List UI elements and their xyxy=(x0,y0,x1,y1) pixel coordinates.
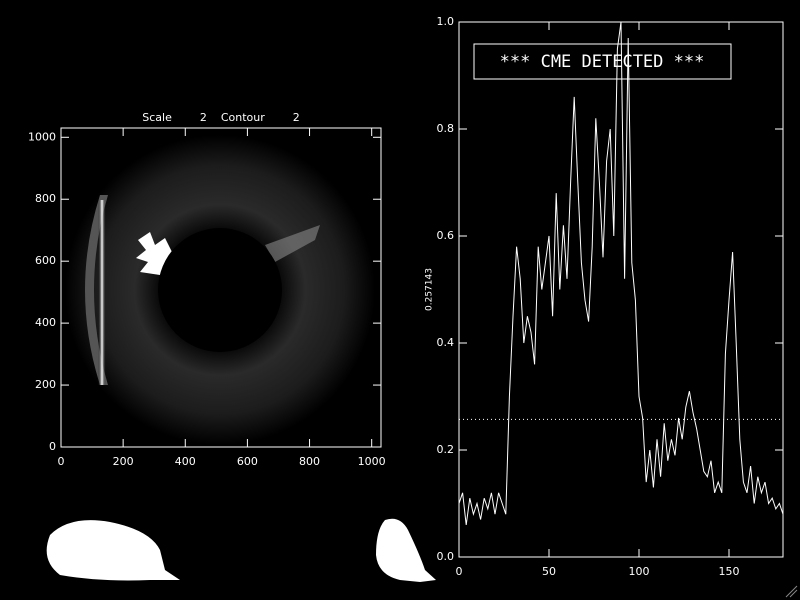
annotation: *** CME DETECTED *** xyxy=(500,52,705,72)
mask-blob xyxy=(376,518,436,582)
plot-frame xyxy=(60,127,382,448)
cme-streak xyxy=(98,200,106,385)
occulter xyxy=(158,228,282,352)
y-tick-label: 200 xyxy=(35,378,56,391)
y-tick-label: 0 xyxy=(49,440,56,453)
masks xyxy=(46,518,436,582)
annotation-box xyxy=(473,43,732,80)
data-line xyxy=(458,21,784,525)
x-tick-label: 200 xyxy=(113,455,134,468)
streamer xyxy=(265,225,320,262)
x-tick-label: 150 xyxy=(719,565,740,578)
cme-core xyxy=(136,232,172,275)
x-tick-label: 800 xyxy=(299,455,320,468)
mask-blob xyxy=(46,520,181,581)
y-tick-label: 0.4 xyxy=(437,336,455,349)
y-tick-label: 0.6 xyxy=(437,229,455,242)
resize-grip[interactable] xyxy=(785,585,798,598)
y-tick-label: 0.2 xyxy=(437,443,455,456)
y-tick-label: 600 xyxy=(35,254,56,267)
cme-front xyxy=(85,195,108,385)
x-tick-label: 400 xyxy=(175,455,196,468)
x-tick-label: 0 xyxy=(456,565,463,578)
y-tick-label: 400 xyxy=(35,316,56,329)
y-tick-label: 0.0 xyxy=(437,550,455,563)
x-tick-label: 1000 xyxy=(358,455,386,468)
x-tick-label: 0 xyxy=(58,455,65,468)
y-tick-label: 800 xyxy=(35,192,56,205)
x-tick-label: 100 xyxy=(629,565,650,578)
coronagraph-image xyxy=(65,135,375,445)
y-tick-label: 0.8 xyxy=(437,122,455,135)
y-tick-label: 1000 xyxy=(28,130,56,143)
x-tick-label: 600 xyxy=(237,455,258,468)
y-tick-label: 1.0 xyxy=(437,15,455,28)
y-axis-label: 0.257143 xyxy=(425,268,435,311)
x-tick-label: 50 xyxy=(542,565,556,578)
plot-title: Scale 2 Contour 2 xyxy=(142,111,299,124)
